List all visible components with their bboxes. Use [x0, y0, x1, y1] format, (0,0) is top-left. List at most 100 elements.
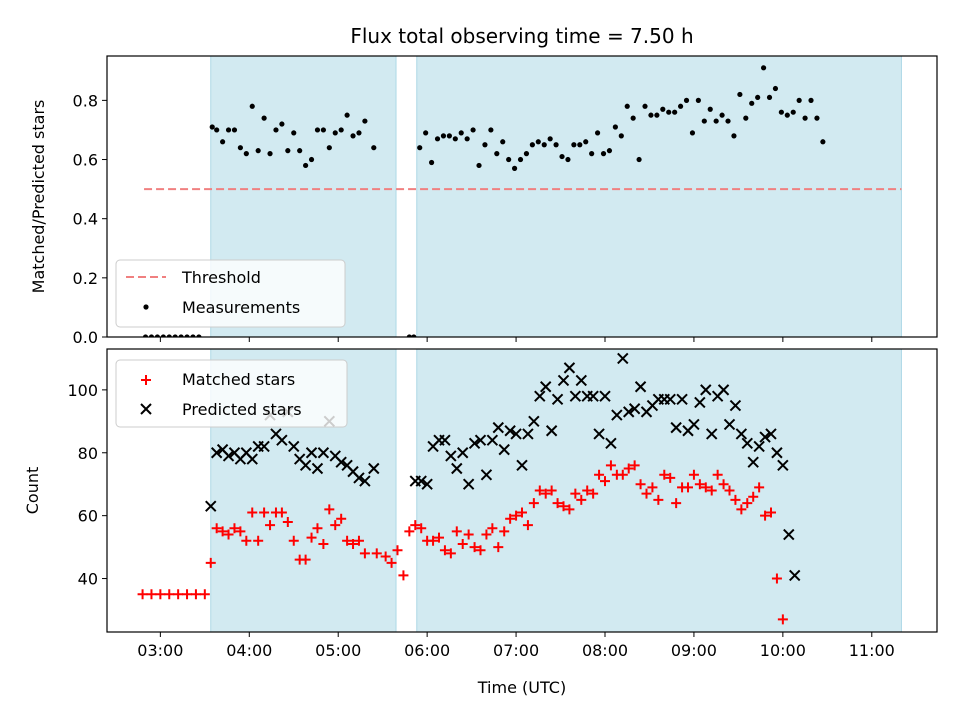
legend-matched-swatch — [141, 375, 151, 385]
measurement-point — [261, 115, 267, 121]
measurement-point — [814, 115, 820, 121]
measurement-point — [737, 91, 743, 98]
predicted-star-point — [335, 456, 347, 468]
predicted-star-point — [551, 393, 564, 406]
axes-frame — [106, 55, 938, 338]
measurement-point — [255, 148, 261, 154]
measurement-point — [423, 130, 429, 136]
matched-star-point — [736, 504, 747, 515]
measurement-point — [701, 118, 707, 124]
matched-star-point — [594, 469, 605, 480]
measurement-point — [559, 153, 565, 160]
predicted-star-point — [480, 469, 493, 481]
matched-star-point — [552, 498, 563, 509]
matched-star-point — [306, 532, 317, 543]
matched-star-point — [777, 614, 788, 625]
predicted-star-point — [510, 428, 522, 440]
measurement-point — [160, 334, 166, 337]
predicted-star-point — [706, 428, 718, 440]
matched-star-point — [659, 469, 670, 480]
data-points — [142, 65, 826, 337]
predicted-star-point — [735, 428, 748, 440]
x-axis-label: Time (UTC) — [477, 678, 566, 697]
predicted-star-point — [605, 437, 617, 450]
matched-star-point — [416, 523, 427, 534]
matched-star-point — [576, 494, 587, 505]
legend-measurements-swatch — [143, 304, 149, 310]
x-tick-label: 06:00 — [404, 641, 450, 660]
predicted-star-point — [534, 390, 546, 402]
predicted-star-point — [557, 374, 570, 387]
matched-star-point — [694, 479, 705, 490]
measurement-point — [178, 334, 184, 337]
predicted-star-point — [623, 406, 635, 418]
measurement-point — [820, 139, 826, 145]
measurement-point — [529, 142, 535, 148]
matched-star-point — [505, 513, 516, 524]
matched-star-point — [570, 488, 581, 499]
predicted-star-point — [676, 393, 688, 406]
measurement-point — [297, 148, 303, 154]
matched-star-point — [434, 532, 444, 543]
predicted-star-point — [783, 528, 795, 541]
predicted-star-point — [634, 381, 647, 393]
predicted-star-point — [528, 415, 540, 428]
y-tick-label: 100 — [67, 381, 98, 400]
predicted-star-point — [468, 437, 481, 450]
measurement-point — [630, 115, 636, 121]
measurement-point — [707, 106, 713, 112]
measurement-point — [172, 334, 178, 337]
measurement-point — [725, 118, 731, 124]
matched-star-point — [534, 485, 545, 496]
predicted-star-point — [522, 428, 534, 440]
measurement-point — [458, 130, 464, 136]
measurement-point — [320, 127, 326, 133]
predicted-star-point — [700, 384, 712, 396]
matched-star-point — [481, 529, 492, 540]
measurement-point — [541, 142, 547, 148]
measurement-point — [184, 334, 190, 337]
matched-star-point — [493, 542, 504, 553]
matched-star-point — [712, 469, 723, 480]
measurement-point — [225, 127, 232, 133]
measurement-point — [249, 103, 255, 109]
predicted-star-point — [664, 393, 676, 406]
matched-star-point — [348, 538, 359, 549]
matched-star-point — [629, 460, 640, 471]
matched-star-point — [623, 463, 634, 474]
matched-star-point — [754, 482, 765, 493]
legend: Threshold Measurements — [115, 259, 346, 328]
measurement-point — [406, 334, 412, 337]
matched-star-point — [205, 557, 216, 568]
predicted-star-point — [765, 428, 777, 440]
predicted-star-point — [258, 440, 270, 453]
y-tick-label: 0.4 — [73, 210, 98, 229]
measurement-point — [464, 136, 470, 142]
observing-interval — [416, 55, 902, 338]
predicted-star-point — [486, 434, 499, 446]
matched-star-point — [688, 469, 699, 480]
matched-star-point — [451, 526, 462, 537]
predicted-star-point — [276, 434, 288, 446]
matched-star-point — [398, 570, 409, 581]
predicted-star-point — [368, 462, 380, 475]
matched-star-point — [164, 589, 175, 600]
measurement-point — [583, 139, 589, 145]
x-tick-label: 11:00 — [849, 641, 895, 660]
measurement-point — [488, 127, 494, 133]
measurement-point — [731, 133, 737, 139]
matched-star-point — [342, 535, 353, 546]
predicted-star-point — [421, 478, 433, 490]
measurement-point — [356, 130, 362, 136]
measurement-point — [209, 124, 215, 130]
x-tick-label: 08:00 — [582, 641, 628, 660]
legend-predicted-label: Predicted stars — [182, 400, 302, 419]
measurement-point — [314, 127, 321, 133]
predicted-star-point — [789, 569, 801, 582]
measurement-point — [440, 133, 447, 139]
predicted-star-point — [498, 443, 510, 456]
matched-star-point — [312, 523, 323, 534]
measurement-point — [452, 136, 458, 142]
predicted-star-point — [516, 459, 528, 472]
matched-star-point — [404, 526, 415, 537]
